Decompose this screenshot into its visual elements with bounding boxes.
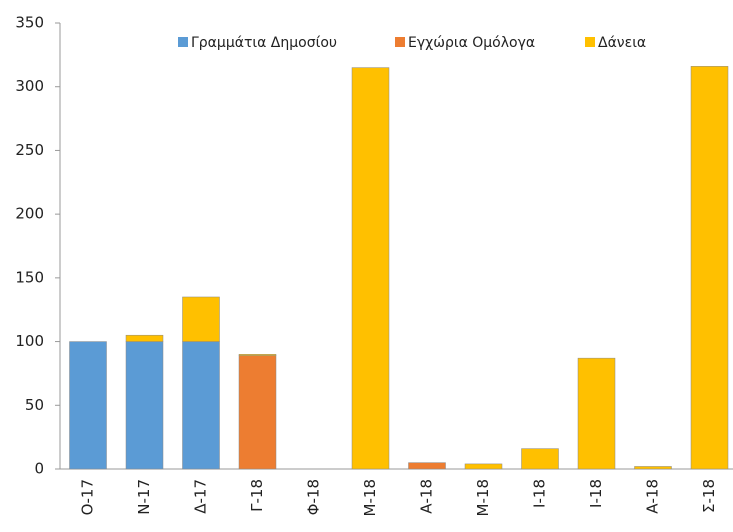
y-tick-label: 50 bbox=[25, 396, 44, 414]
bar-segment bbox=[125, 341, 164, 470]
y-tick-label: 100 bbox=[15, 332, 44, 350]
y-tick-label: 300 bbox=[15, 77, 44, 95]
bar-segment bbox=[577, 357, 616, 470]
bar-segment bbox=[69, 341, 107, 470]
x-tick-label: Ι-18 bbox=[587, 479, 605, 508]
bar-segment bbox=[464, 463, 503, 470]
y-tick-label: 200 bbox=[15, 205, 44, 223]
x-tick-label: Δ-17 bbox=[192, 479, 210, 514]
y-tick-label: 250 bbox=[15, 141, 44, 159]
bar-segment bbox=[182, 341, 220, 470]
y-tick-label: 350 bbox=[15, 14, 44, 32]
legend-label: Εγχώρια Ομόλογα bbox=[408, 35, 535, 51]
x-tick-label: Μ-18 bbox=[474, 479, 492, 516]
bar-segment bbox=[238, 355, 277, 470]
legend-swatch bbox=[585, 37, 595, 47]
bar-segment bbox=[634, 466, 672, 470]
x-tick-label: Α-18 bbox=[644, 479, 662, 514]
legend-swatch bbox=[178, 37, 188, 47]
x-tick-label: Σ-18 bbox=[700, 479, 718, 513]
legend-swatch bbox=[395, 37, 405, 47]
x-tick-label: Ο-17 bbox=[79, 479, 97, 515]
bar-segment bbox=[690, 66, 729, 470]
bar-segment bbox=[238, 354, 277, 356]
x-tick-label: Γ-18 bbox=[248, 479, 266, 512]
bar-segment bbox=[408, 462, 446, 470]
x-tick-label: Α-18 bbox=[418, 479, 436, 514]
bar-segment bbox=[125, 334, 164, 342]
bar-segment bbox=[182, 296, 220, 342]
x-tick-label: Ν-17 bbox=[135, 479, 153, 515]
legend-label: Γραμμάτια Δημοσίου bbox=[191, 35, 337, 51]
y-tick-label: 150 bbox=[15, 268, 44, 286]
bar-segment bbox=[521, 448, 559, 470]
x-tick-label: Φ-18 bbox=[305, 479, 323, 515]
legend-label: Δάνεια bbox=[598, 35, 646, 51]
bar-segment bbox=[351, 67, 390, 470]
x-tick-label: Ι-18 bbox=[531, 479, 549, 508]
x-tick-label: Μ-18 bbox=[361, 479, 379, 516]
y-tick-label: 0 bbox=[34, 460, 44, 478]
